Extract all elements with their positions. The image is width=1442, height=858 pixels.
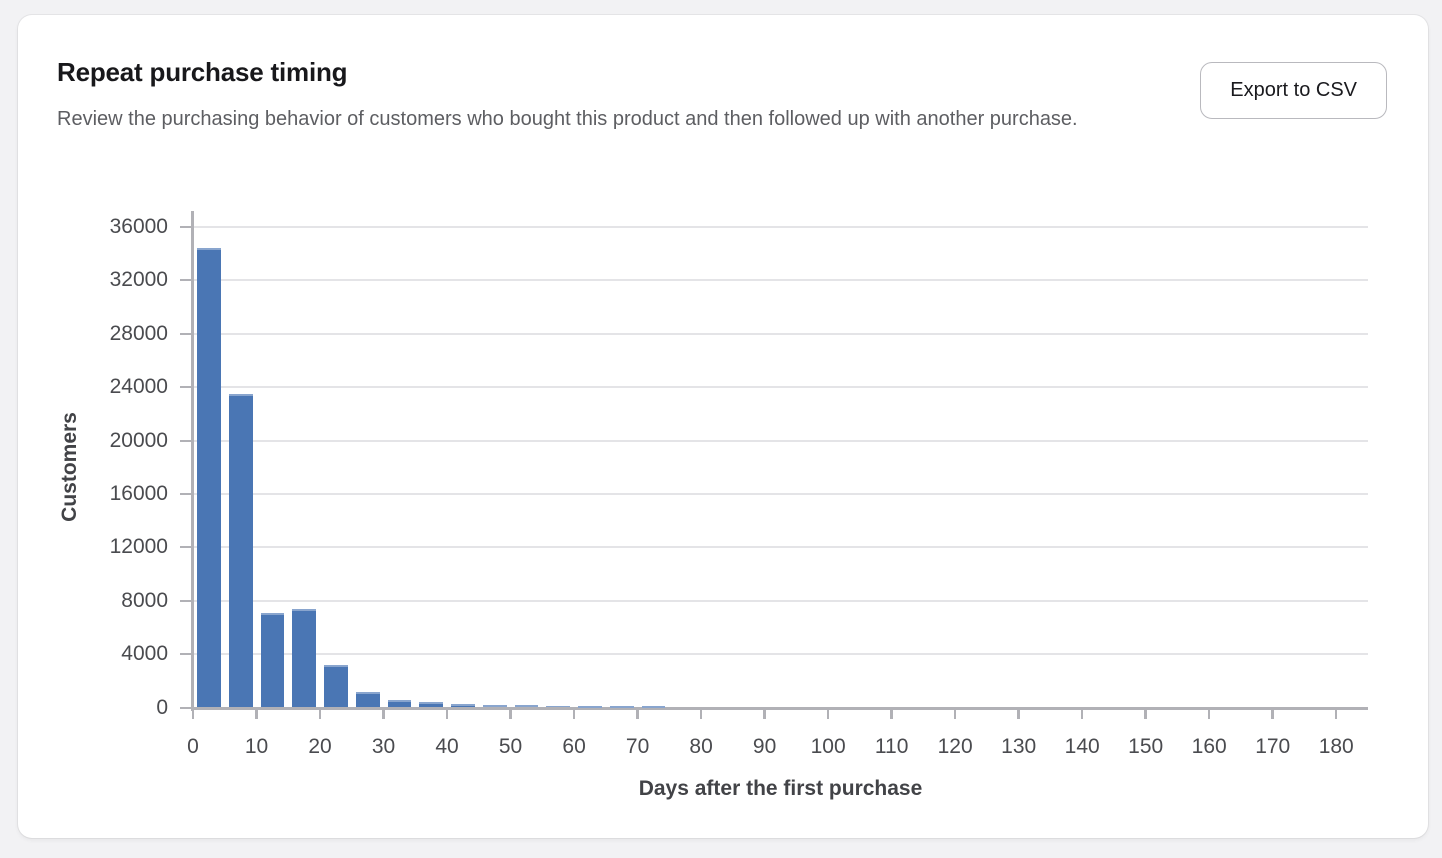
x-tick-label-80: 80 [689,735,713,758]
y-tick-label-8000: 8000 [121,588,168,612]
repeat-purchase-chart: Customers Days after the first purchase … [18,15,1428,838]
x-tick-label-130: 130 [1001,735,1037,758]
y-tick-36000 [180,226,191,228]
x-tick-label-100: 100 [810,735,846,758]
y-tick-label-36000: 36000 [109,215,168,238]
page-title: Repeat purchase timing [57,57,348,87]
y-gridline-20000 [193,439,1368,442]
x-tick-label-20: 20 [308,735,332,758]
card-subtitle: Review the purchasing behavior of custom… [57,108,1078,130]
bar-days-55-60 [546,705,571,708]
y-tick-label-20000: 20000 [109,428,168,452]
y-gridline-8000 [193,599,1368,602]
x-tick-10 [255,709,258,719]
x-tick-180 [1334,709,1338,719]
x-tick-90 [763,709,766,719]
x-tick-label-90: 90 [752,735,777,758]
bar-days-15-20 [292,608,317,708]
y-gridline-24000 [193,386,1368,389]
y-gridline-16000 [193,492,1368,495]
x-axis-title: Days after the first purchase [638,777,923,800]
bar-days-25-30 [355,692,380,708]
bar-days-65-70 [609,706,634,708]
bar-days-10-15 [260,612,285,708]
x-tick-160 [1207,709,1211,719]
x-tick-50 [509,709,512,719]
bar-days-40-45 [451,704,475,708]
y-tick-28000 [180,332,191,335]
y-tick-label-32000: 32000 [109,268,168,292]
x-tick-110 [890,709,893,719]
bar-days-35-40 [419,702,444,708]
y-tick-label-0: 0 [156,695,168,719]
y-gridline-32000 [193,279,1368,282]
x-tick-label-150: 150 [1128,735,1164,758]
x-tick-60 [572,709,576,719]
y-tick-32000 [180,279,191,282]
x-tick-140 [1080,709,1084,719]
x-tick-label-30: 30 [371,735,396,758]
y-tick-24000 [180,386,191,389]
x-tick-label-50: 50 [498,735,523,758]
x-tick-130 [1017,709,1020,719]
x-tick-label-110: 110 [874,735,909,758]
bar-days-45-50 [482,704,507,708]
x-tick-80 [699,709,703,719]
y-tick-0 [180,706,191,709]
x-tick-120 [953,709,957,719]
x-tick-label-0: 0 [187,735,199,758]
x-tick-label-160: 160 [1191,735,1227,758]
x-tick-150 [1144,709,1147,719]
export-to-csv-button[interactable]: Export to CSV [1200,62,1387,119]
bar-days-60-65 [578,706,602,708]
x-tick-70 [636,709,639,719]
y-tick-label-16000: 16000 [109,481,168,505]
bar-days-0-5 [197,248,221,708]
y-tick-16000 [180,492,191,495]
bar-days-30-35 [387,699,412,708]
y-tick-label-12000: 12000 [109,535,168,559]
x-tick-label-120: 120 [937,735,973,758]
y-tick-label-28000: 28000 [109,321,168,345]
x-tick-40 [445,709,449,719]
y-tick-8000 [180,599,191,602]
bar-days-20-25 [324,664,348,708]
x-tick-label-10: 10 [244,735,269,758]
y-tick-label-24000: 24000 [109,375,168,399]
x-tick-label-170: 170 [1255,735,1291,758]
x-tick-100 [826,709,830,719]
bar-days-70-75 [641,706,666,708]
x-tick-label-40: 40 [435,735,459,758]
x-tick-label-70: 70 [625,735,650,758]
x-tick-30 [382,709,385,719]
y-tick-4000 [180,653,191,656]
bar-days-50-55 [514,705,539,708]
y-tick-label-4000: 4000 [121,642,168,666]
y-gridline-36000 [193,226,1368,228]
x-tick-label-60: 60 [562,735,586,758]
x-tick-label-180: 180 [1318,735,1354,758]
y-gridline-4000 [193,653,1368,656]
y-gridline-12000 [193,546,1368,549]
bar-days-5-10 [228,393,253,708]
x-tick-20 [318,709,322,719]
x-tick-0 [191,709,195,719]
repeat-purchase-card: Repeat purchase timing Review the purcha… [18,15,1428,838]
x-tick-170 [1271,709,1274,719]
y-axis-spine [191,211,194,711]
y-tick-20000 [180,439,191,442]
y-tick-12000 [180,546,191,549]
x-axis-line [191,706,1368,710]
x-tick-label-140: 140 [1064,735,1100,758]
y-gridline-28000 [193,332,1368,335]
